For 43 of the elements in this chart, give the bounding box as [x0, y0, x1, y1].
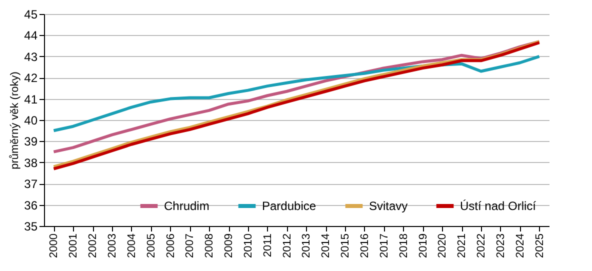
x-tick-label: 2025 — [534, 234, 546, 258]
x-tick-label: 2007 — [184, 234, 196, 258]
x-tick-label: 2023 — [494, 234, 507, 258]
y-tick-label: 44 — [24, 28, 38, 43]
x-tick-label: 2015 — [340, 234, 352, 258]
y-tick-label: 45 — [24, 8, 38, 22]
x-tick-label: 2014 — [320, 234, 332, 258]
y-axis-title: průměrný věk (roky) — [9, 72, 22, 170]
legend-label: Ústí nad Orlicí — [460, 199, 537, 213]
x-tick-label: 2000 — [48, 234, 60, 258]
y-tick-label: 41 — [24, 92, 38, 106]
x-tick-label: 2017 — [378, 234, 390, 258]
y-tick-label: 40 — [24, 114, 38, 128]
x-tick-label: 2002 — [87, 234, 100, 258]
x-tick-label: 2019 — [417, 234, 430, 258]
x-tick-label: 2018 — [398, 234, 410, 258]
x-tick-label: 2005 — [145, 234, 158, 258]
y-tick-label: 43 — [24, 50, 38, 64]
y-tick-label: 37 — [24, 177, 38, 192]
legend-label: Pardubice — [262, 199, 316, 213]
x-tick-label: 2008 — [204, 234, 216, 258]
x-tick-label: 2016 — [358, 234, 371, 258]
y-tick-label: 42 — [24, 71, 38, 86]
y-tick-label: 35 — [24, 220, 38, 234]
x-tick-label: 2004 — [126, 234, 138, 258]
x-tick-label: 2010 — [242, 234, 254, 258]
x-tick-label: 2011 — [262, 234, 274, 258]
line-series — [52, 54, 541, 132]
x-tick-label: 2024 — [514, 234, 526, 258]
legend-label: Chrudim — [164, 199, 210, 213]
x-tick-label: 2003 — [106, 234, 118, 258]
x-tick-label: 2006 — [164, 234, 177, 258]
y-tick-label: 39 — [24, 134, 38, 149]
y-tick-label: 38 — [24, 156, 38, 170]
x-tick-label: 2012 — [281, 234, 294, 258]
x-tick-label: 2001 — [68, 234, 80, 258]
x-tick-label: 2022 — [476, 234, 488, 258]
y-tick-label: 36 — [24, 198, 38, 212]
legend-label: Svitavy — [369, 199, 408, 213]
x-tick-label: 2020 — [436, 234, 449, 258]
x-tick-label: 2021 — [456, 234, 468, 258]
x-tick-label: 2009 — [223, 234, 236, 258]
x-tick-label: 2013 — [300, 234, 313, 258]
